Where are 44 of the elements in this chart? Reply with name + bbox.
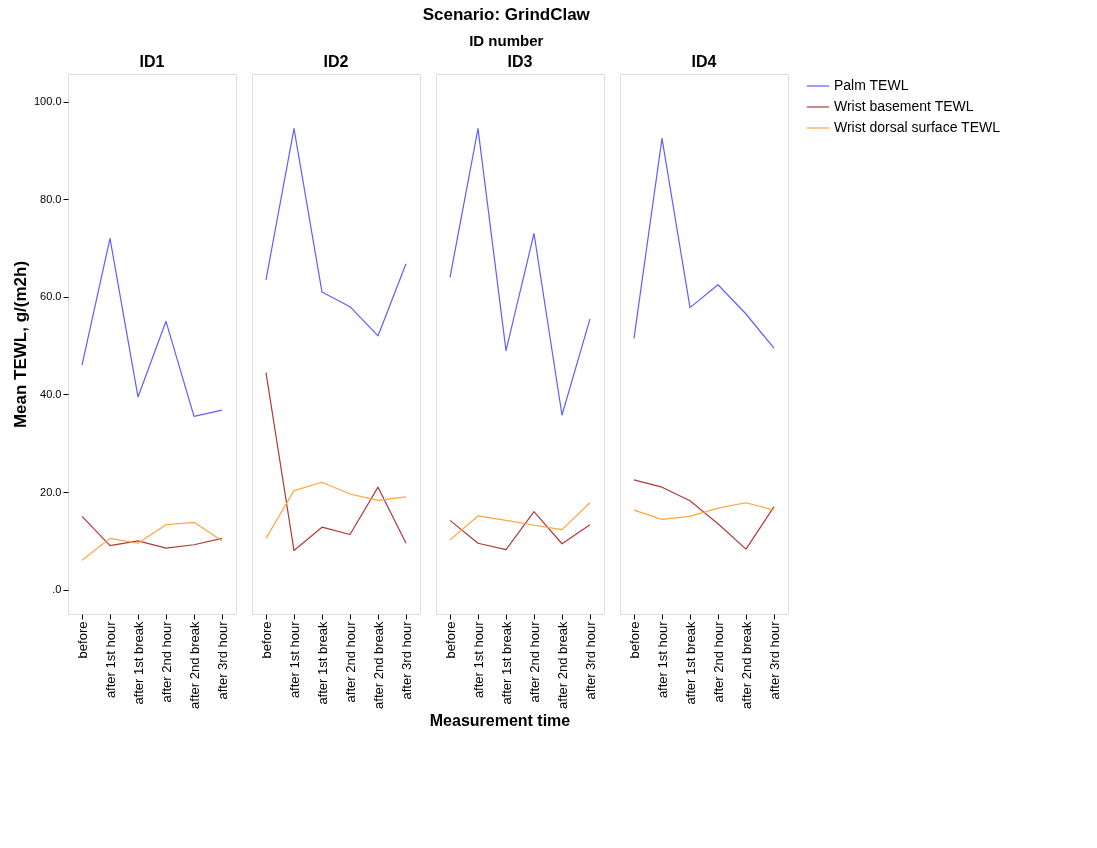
chart-title: ID1 xyxy=(139,53,165,70)
x-tick-label: before xyxy=(258,621,274,659)
y-tick-label: 60.0 xyxy=(40,290,62,303)
y-tick-label: 20.0 xyxy=(40,485,62,498)
legend-label: Wrist dorsal surface TEWL xyxy=(834,119,1001,135)
y-axis-title: Mean TEWL, g/(m2h) xyxy=(10,260,30,429)
x-tick-label: after 3rd hour xyxy=(582,620,598,700)
x-tick-label: after 2nd break xyxy=(370,621,386,709)
legend-label: Palm TEWL xyxy=(834,77,909,93)
x-tick-label: after 2nd hour xyxy=(158,620,174,703)
x-tick-label: after 2nd break xyxy=(554,621,570,709)
x-tick-label: after 2nd break xyxy=(738,621,754,709)
line-series xyxy=(81,521,223,561)
y-tick-label: 100.0 xyxy=(33,95,62,108)
line-series xyxy=(81,515,223,549)
x-tick-label: after 1st break xyxy=(130,621,146,705)
x-tick-label: after 1st hour xyxy=(102,620,118,699)
chart-title: ID3 xyxy=(507,53,533,70)
x-tick-label: after 1st break xyxy=(682,621,698,705)
x-tick-label: after 1st hour xyxy=(286,620,302,699)
text: Scenario: GrindClaw xyxy=(422,4,591,24)
x-tick-label: after 1st break xyxy=(498,621,514,705)
x-tick-label: before xyxy=(74,621,90,659)
x-tick-label: after 1st hour xyxy=(470,620,486,699)
x-tick-label: before xyxy=(442,621,458,659)
y-tick-label: .0 xyxy=(52,583,62,596)
legend-label: Wrist basement TEWL xyxy=(834,98,974,114)
line-series xyxy=(81,237,223,418)
x-tick-label: before xyxy=(626,621,642,659)
x-tick-label: after 2nd hour xyxy=(526,620,542,703)
x-tick-label: after 2nd hour xyxy=(710,620,726,703)
chart-title: ID4 xyxy=(691,53,717,70)
x-tick-label: after 3rd hour xyxy=(398,620,414,700)
x-tick-label: after 1st hour xyxy=(654,620,670,699)
x-tick-label: after 1st break xyxy=(314,621,330,705)
x-tick-label: after 2nd hour xyxy=(342,620,358,703)
chart-title: ID2 xyxy=(323,53,349,70)
x-tick-label: after 2nd break xyxy=(186,621,202,709)
y-tick-label: 40.0 xyxy=(40,387,62,400)
y-tick-label: 80.0 xyxy=(40,192,62,205)
text: Measurement time xyxy=(429,712,571,729)
x-tick-label: after 3rd hour xyxy=(766,620,782,700)
x-tick-label: after 3rd hour xyxy=(214,620,230,700)
text: ID number xyxy=(469,31,544,49)
